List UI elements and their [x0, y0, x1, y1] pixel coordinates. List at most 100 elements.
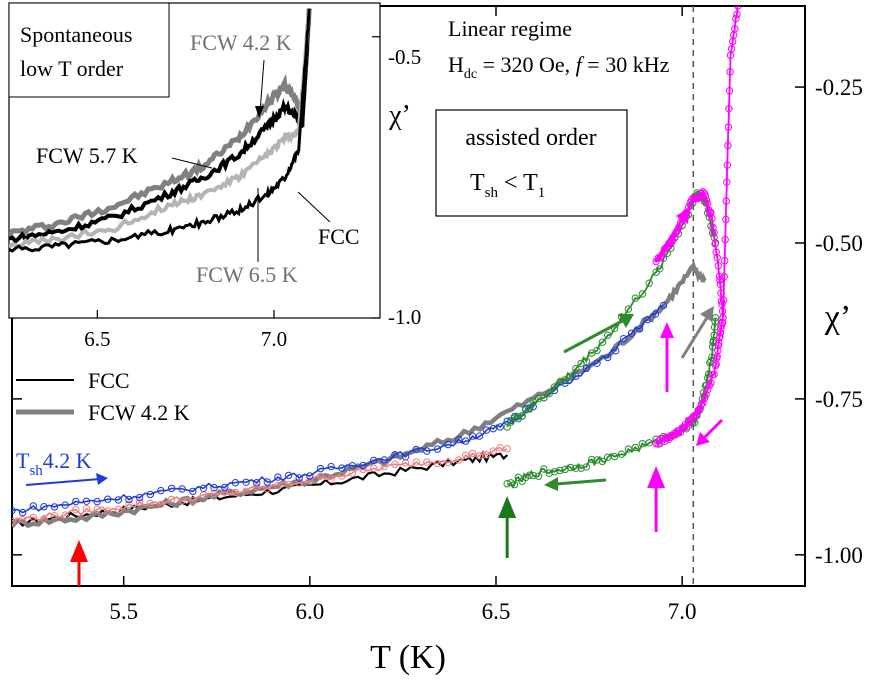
regime-label: Linear regime	[448, 16, 572, 41]
series-7-point	[716, 280, 725, 288]
assisted-order-box	[435, 109, 628, 217]
series-7-point	[709, 223, 717, 232]
series-4-point	[510, 480, 519, 489]
series-3-point	[18, 508, 27, 517]
series-7-point	[723, 161, 731, 169]
series-5-point	[507, 418, 515, 426]
inset-pointer-fcw42-head	[255, 106, 264, 118]
series-2-point	[444, 458, 452, 467]
series-3-point	[651, 310, 660, 318]
series-2-point	[114, 505, 123, 514]
series-3-point	[221, 483, 229, 492]
series-7-point	[725, 105, 733, 113]
series-2-point	[93, 505, 101, 513]
inset-label-fcc: FCC	[318, 224, 360, 249]
temperature-markers	[70, 466, 666, 586]
series-5-point	[624, 305, 633, 313]
series-3-point	[231, 479, 240, 487]
series-3-point	[295, 474, 303, 482]
series-3-point	[29, 502, 37, 510]
inset-label-fcw42: FCW 4.2 K	[190, 30, 292, 55]
assisted-order-condition: Tsh < T1	[470, 170, 545, 201]
series-7-point	[721, 257, 729, 265]
inset-y-tick-label: -0.5	[388, 45, 421, 69]
series-3-point	[114, 496, 123, 504]
series-6-point	[710, 370, 718, 379]
series-2-point	[338, 472, 346, 480]
series-2-point	[423, 458, 431, 466]
series-2-point	[455, 456, 463, 464]
series-3-point	[338, 464, 346, 472]
series-3-point	[482, 426, 491, 434]
marker-arrow-head	[647, 466, 666, 488]
series-7-point	[717, 289, 725, 297]
marker-arrow-head	[498, 496, 517, 518]
inset-pointer-fcc	[297, 191, 331, 223]
series-3-point	[619, 335, 628, 343]
x-tick-label: 5.5	[109, 599, 138, 624]
series-5-point	[598, 338, 607, 346]
series-4-point	[588, 455, 596, 464]
series-4-point	[540, 465, 548, 473]
series-3-point	[643, 315, 652, 324]
legend: FCC FCW 4.2 K	[16, 368, 190, 425]
y-tick-label: -0.75	[815, 387, 863, 412]
series-3-point	[635, 325, 644, 333]
series-7-point	[724, 141, 732, 150]
series-6-point	[696, 405, 704, 414]
series-4-point	[518, 477, 526, 485]
series-3-point	[157, 486, 165, 495]
grey-arrow-head	[700, 306, 714, 322]
series-4-point	[604, 453, 612, 461]
series-3-point	[489, 425, 497, 433]
series-7-point	[720, 273, 728, 281]
series-3-point	[327, 462, 335, 471]
series-2-point	[482, 451, 491, 459]
series-5-point	[707, 222, 715, 230]
series-7-point	[727, 45, 736, 53]
series-2-point	[135, 498, 144, 506]
series-3-point	[242, 478, 250, 486]
series-6-point	[680, 423, 688, 431]
inset-series-line-1	[9, 8, 312, 244]
series-3-point	[82, 497, 91, 505]
series-7-point	[722, 215, 730, 224]
series-5-point	[529, 397, 537, 406]
inset-label-fcw57: FCW 5.7 K	[36, 143, 138, 168]
series-4-point	[624, 445, 633, 453]
inset-series-group	[9, 8, 312, 253]
inset-title-box	[8, 2, 170, 98]
series-5-point	[572, 364, 580, 373]
series-3-point	[189, 487, 197, 496]
series-2-point	[274, 481, 282, 490]
series-6-point	[694, 406, 702, 414]
series-3-point	[40, 503, 48, 511]
inset-series-line-3	[9, 8, 311, 253]
inset-x-tick-label: 7.0	[261, 327, 287, 351]
series-5-point	[522, 406, 530, 414]
inset-series-line-2	[9, 8, 312, 249]
series-3-point	[412, 445, 420, 454]
series-2-point	[348, 469, 357, 477]
series-5-point	[518, 412, 526, 420]
series-2-point	[370, 464, 378, 472]
series-7-point	[723, 178, 731, 187]
inset-y-axis-title: χ’	[388, 100, 411, 131]
series-4-point	[503, 480, 511, 488]
series-3-point	[468, 432, 477, 440]
series-4-point	[514, 473, 522, 481]
green-left-arrow-shaft	[555, 478, 607, 486]
series-6-point	[697, 400, 705, 408]
inset-title-line2: low T order	[20, 56, 124, 81]
series-3-point	[135, 493, 144, 502]
inset-y-tick-label: -1.0	[388, 305, 421, 329]
series-4-point	[550, 468, 559, 476]
series-3-point	[593, 359, 601, 367]
series-2-point	[231, 488, 240, 497]
series-4-point	[708, 353, 716, 361]
series-5-point	[561, 376, 569, 384]
series-5-point	[503, 423, 511, 431]
series-4-point	[507, 479, 515, 487]
series-7-point	[719, 314, 727, 322]
